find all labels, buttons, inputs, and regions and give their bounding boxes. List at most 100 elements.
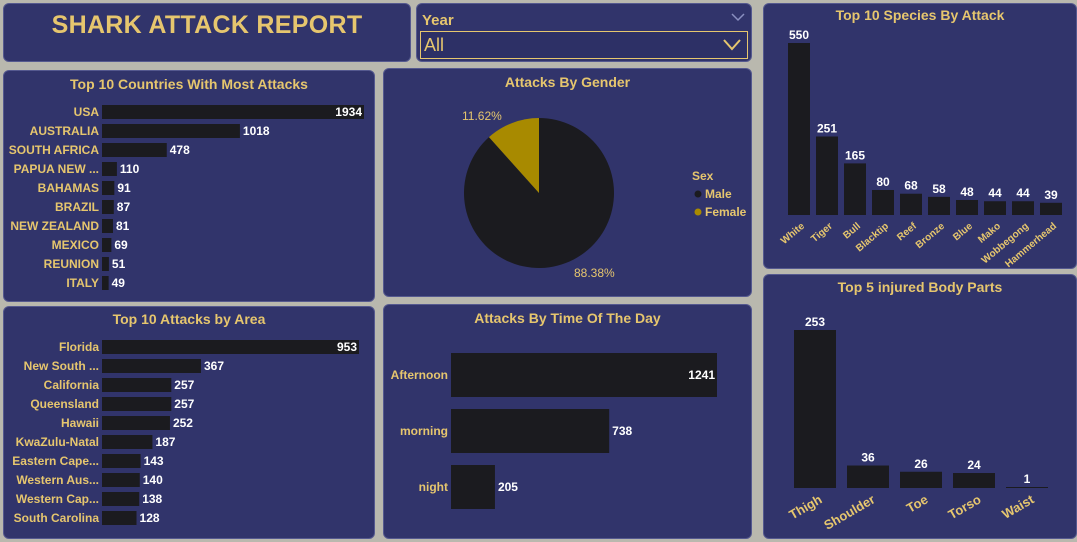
areas-value-label: 140 (143, 473, 163, 487)
species-value-label: 80 (876, 175, 890, 189)
species-bar (1040, 203, 1062, 215)
species-category-label: Bronze (914, 221, 947, 251)
areas-category-label: Western Aus... (16, 473, 99, 487)
areas-value-label: 143 (144, 454, 164, 468)
species-value-label: 39 (1044, 188, 1058, 202)
countries-bar (102, 219, 113, 233)
countries-category-label: REUNION (44, 257, 99, 271)
countries-value-label: 81 (116, 219, 130, 233)
countries-category-label: BRAZIL (55, 200, 99, 214)
gender-chart: 11.62% 88.38% Sex Male Female (384, 69, 752, 297)
bodyparts-value-label: 26 (914, 457, 928, 471)
species-value-label: 251 (817, 122, 837, 136)
species-value-label: 44 (988, 186, 1002, 200)
bodyparts-value-label: 1 (1024, 472, 1031, 486)
legend-marker-female (695, 209, 702, 216)
countries-bar (102, 124, 240, 138)
time-category-label: morning (400, 424, 448, 438)
time-value-label: 205 (498, 480, 518, 494)
countries-bar (102, 105, 364, 119)
legend-item-female: Female (705, 205, 747, 219)
countries-category-label: AUSTRALIA (30, 124, 100, 138)
species-category-label: Bull (841, 221, 863, 242)
countries-category-label: BAHAMAS (38, 181, 99, 195)
countries-category-label: PAPUA NEW ... (14, 162, 99, 176)
countries-category-label: ITALY (66, 276, 99, 290)
countries-value-label: 51 (112, 257, 126, 271)
areas-category-label: New South ... (24, 359, 99, 373)
bodyparts-category-label: Shoulder (821, 492, 877, 533)
areas-bar (102, 340, 359, 354)
bodyparts-category-label: Thigh (786, 492, 824, 523)
year-slicer-label: Year (422, 12, 454, 29)
countries-category-label: NEW ZEALAND (10, 219, 99, 233)
species-bar (816, 137, 838, 215)
pie-label-female: 11.62% (462, 109, 502, 123)
bodyparts-bar (900, 472, 942, 488)
countries-bar (102, 143, 167, 157)
areas-value-label: 367 (204, 359, 224, 373)
species-category-label: White (779, 221, 807, 247)
bodyparts-value-label: 24 (967, 458, 981, 472)
areas-bar (102, 454, 141, 468)
species-chart-panel: Top 10 Species By Attack 550 White 251 Tige… (763, 3, 1077, 269)
countries-value-label: 478 (170, 143, 190, 157)
year-slicer-panel: Year All (416, 3, 752, 62)
time-category-label: Afternoon (391, 368, 448, 382)
areas-chart: Florida 953 New South ... 367 California 257 Q… (4, 307, 375, 539)
legend-title: Sex (692, 169, 714, 183)
areas-value-label: 257 (174, 397, 194, 411)
areas-category-label: Eastern Cape... (12, 454, 99, 468)
areas-value-label: 953 (337, 340, 357, 354)
areas-bar (102, 473, 140, 487)
areas-value-label: 187 (155, 435, 175, 449)
areas-category-label: KwaZulu-Natal (16, 435, 99, 449)
slicer-collapse-icon[interactable] (731, 12, 745, 22)
areas-bar (102, 435, 152, 449)
gender-chart-panel: Attacks By Gender 11.62% 88.38% Sex Male Fem… (383, 68, 752, 297)
legend-item-male: Male (705, 187, 732, 201)
countries-bar (102, 257, 109, 271)
legend-marker-male (695, 191, 702, 198)
species-bar (900, 194, 922, 215)
countries-value-label: 49 (112, 276, 126, 290)
areas-value-label: 128 (140, 511, 160, 525)
species-value-label: 165 (845, 148, 865, 162)
bodyparts-category-label: Toe (904, 492, 931, 516)
time-category-label: night (419, 480, 448, 494)
countries-category-label: USA (74, 105, 100, 119)
countries-value-label: 69 (114, 238, 128, 252)
bodyparts-chart: 253 Thigh 36 Shoulder 26 Toe 24 Torso 1 Waist (764, 275, 1077, 539)
species-bar (928, 197, 950, 215)
time-value-label: 738 (612, 424, 632, 438)
countries-value-label: 110 (120, 162, 140, 176)
countries-chart: USA 1934 AUSTRALIA 1018 SOUTH AFRICA 478 PAPUA… (4, 71, 375, 302)
bodyparts-bar (953, 473, 995, 488)
bodyparts-category-label: Waist (999, 491, 1037, 521)
countries-bar (102, 181, 114, 195)
time-chart-panel: Attacks By Time Of The Day Afternoon 1241… (383, 304, 752, 539)
time-bar (451, 465, 495, 509)
areas-chart-panel: Top 10 Attacks by Area Florida 953 New Sou… (3, 306, 375, 539)
species-chart: 550White251Tiger165Bull80Blacktip68Reef5… (764, 4, 1077, 269)
countries-category-label: MEXICO (52, 238, 99, 252)
species-bar (1012, 201, 1034, 215)
areas-bar (102, 492, 139, 506)
areas-bar (102, 511, 137, 525)
countries-value-label: 87 (117, 200, 131, 214)
year-dropdown[interactable]: All (420, 31, 748, 59)
species-bar (956, 200, 978, 215)
areas-category-label: Hawaii (61, 416, 99, 430)
bodyparts-bar (794, 330, 836, 488)
areas-bar (102, 359, 201, 373)
report-title: SHARK ATTACK REPORT (4, 11, 410, 40)
areas-category-label: Florida (59, 340, 99, 354)
countries-value-label: 91 (117, 181, 131, 195)
time-value-label: 1241 (688, 368, 715, 382)
areas-category-label: Queensland (30, 397, 99, 411)
countries-bar (102, 238, 111, 252)
pie-label-male: 88.38% (574, 266, 615, 280)
countries-chart-panel: Top 10 Countries With Most Attacks USA 19… (3, 70, 375, 302)
areas-value-label: 138 (142, 492, 162, 506)
countries-value-label: 1018 (243, 124, 270, 138)
